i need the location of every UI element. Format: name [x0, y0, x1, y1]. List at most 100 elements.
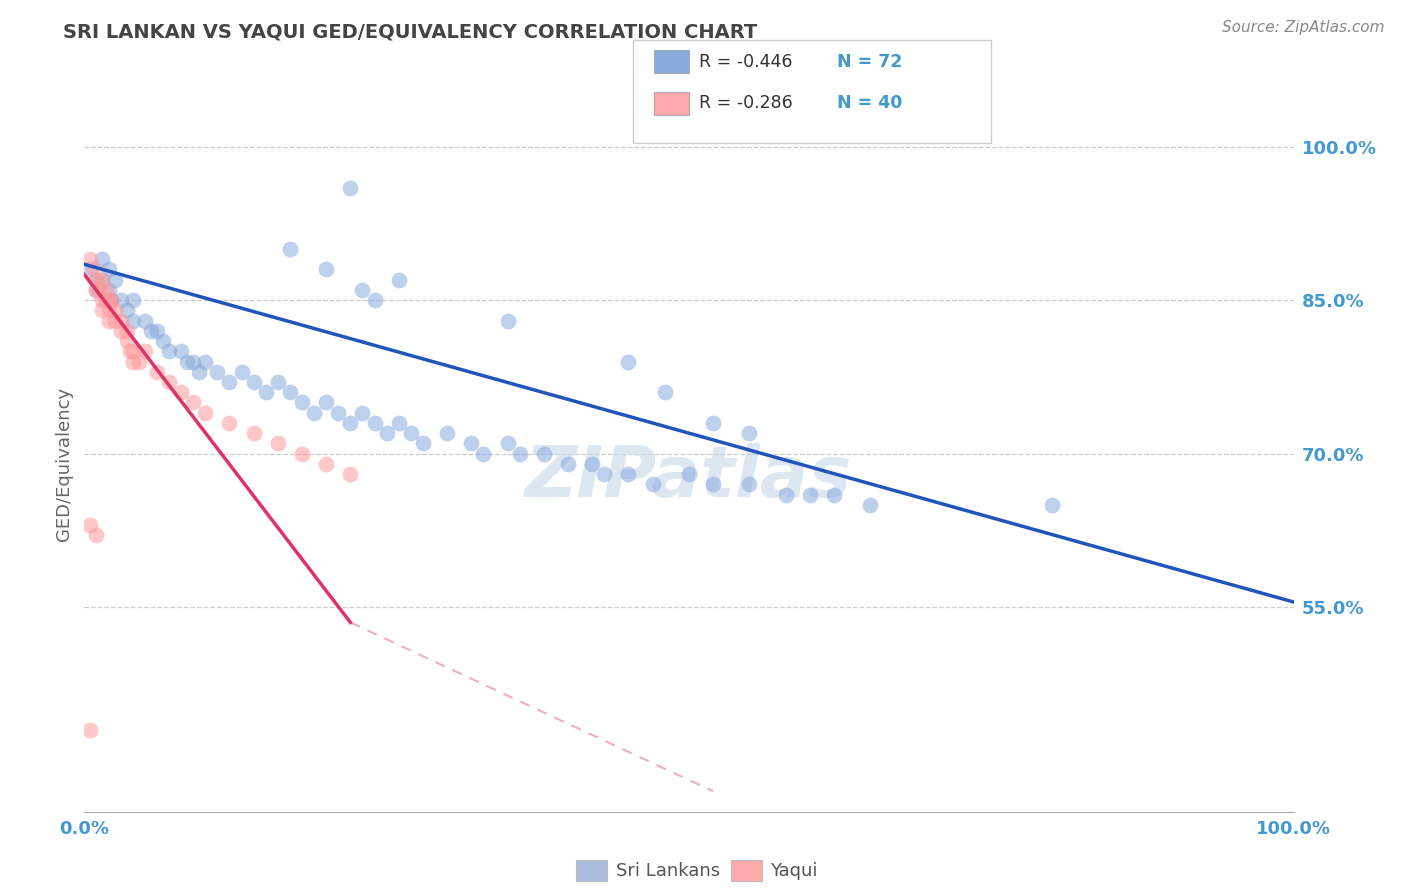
Point [412, 436, 434, 450]
Point [472, 447, 495, 461]
Text: SRI LANKAN VS YAQUI GED/EQUIVALENCY CORRELATION CHART: SRI LANKAN VS YAQUI GED/EQUIVALENCY CORR… [63, 22, 758, 41]
Point [146, 324, 169, 338]
Point [231, 365, 253, 379]
Point [181, 354, 204, 368]
Point [399, 426, 422, 441]
Point [557, 457, 579, 471]
Point [86, 273, 108, 287]
Point [152, 334, 174, 348]
Point [509, 447, 531, 461]
Point [678, 467, 700, 481]
Point [315, 395, 337, 409]
Point [181, 395, 204, 409]
Text: N = 40: N = 40 [837, 95, 901, 112]
Point [775, 487, 797, 501]
Point [593, 467, 616, 481]
Point [617, 467, 640, 481]
Point [157, 375, 180, 389]
Point [97, 313, 120, 327]
Point [110, 324, 132, 338]
Point [91, 293, 114, 307]
Point [115, 334, 138, 348]
Point [91, 303, 114, 318]
Point [86, 283, 108, 297]
Point [533, 447, 555, 461]
Point [581, 457, 603, 471]
Point [79, 518, 101, 533]
Point [97, 283, 120, 297]
Text: N = 72: N = 72 [837, 53, 901, 70]
Point [194, 406, 217, 420]
Point [86, 283, 108, 297]
Point [363, 416, 385, 430]
Point [339, 467, 361, 481]
Text: Sri Lankans: Sri Lankans [616, 862, 720, 880]
Point [94, 293, 117, 307]
Point [218, 416, 240, 430]
Point [242, 375, 264, 389]
Point [139, 324, 162, 338]
Point [738, 426, 761, 441]
Point [460, 436, 482, 450]
Point [375, 426, 398, 441]
Text: Yaqui: Yaqui [770, 862, 818, 880]
Point [100, 293, 122, 307]
Point [267, 436, 290, 450]
Point [121, 293, 143, 307]
Point [302, 406, 325, 420]
Point [157, 344, 180, 359]
Point [86, 273, 108, 287]
Point [104, 303, 127, 318]
Point [315, 262, 337, 277]
Point [121, 313, 143, 327]
Point [104, 313, 127, 327]
Point [641, 477, 664, 491]
Point [278, 242, 301, 256]
Point [702, 477, 724, 491]
Point [1040, 498, 1063, 512]
Point [328, 406, 350, 420]
Point [291, 395, 314, 409]
Point [121, 344, 143, 359]
Point [146, 365, 169, 379]
Point [97, 303, 120, 318]
Point [110, 293, 132, 307]
Point [388, 273, 411, 287]
Point [91, 273, 114, 287]
Point [115, 303, 138, 318]
Point [120, 344, 142, 359]
Point [79, 262, 101, 277]
Point [94, 283, 117, 297]
Point [859, 498, 882, 512]
Point [352, 283, 374, 297]
Y-axis label: GED/Equivalency: GED/Equivalency [55, 387, 73, 541]
Point [799, 487, 821, 501]
Point [188, 365, 211, 379]
Point [97, 262, 120, 277]
Point [91, 273, 114, 287]
Point [617, 354, 640, 368]
Point [823, 487, 845, 501]
Point [218, 375, 240, 389]
Point [86, 528, 108, 542]
Text: R = -0.446: R = -0.446 [699, 53, 793, 70]
Point [436, 426, 458, 441]
Point [363, 293, 385, 307]
Point [339, 180, 361, 194]
Point [97, 293, 120, 307]
Point [702, 416, 724, 430]
Point [176, 354, 198, 368]
Point [110, 313, 132, 327]
Point [121, 354, 143, 368]
Point [115, 324, 138, 338]
Point [242, 426, 264, 441]
Point [83, 262, 105, 277]
Point [254, 385, 277, 400]
Point [267, 375, 290, 389]
Point [315, 457, 337, 471]
Point [170, 344, 193, 359]
Point [339, 416, 361, 430]
Point [352, 406, 374, 420]
Point [170, 385, 193, 400]
Text: R = -0.286: R = -0.286 [699, 95, 793, 112]
